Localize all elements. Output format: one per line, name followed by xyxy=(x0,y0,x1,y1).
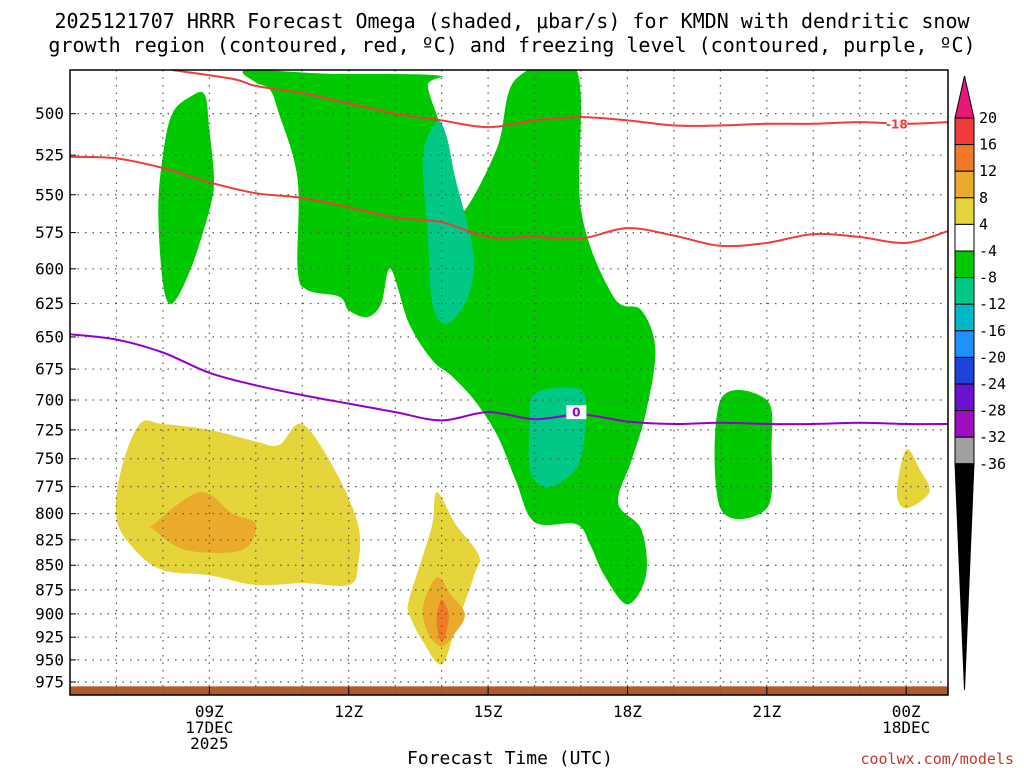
y-tick-label-600: 600 xyxy=(35,259,64,278)
dendritic-minus18-contour-label: -18 xyxy=(886,117,908,131)
dendritic-minus18-contour-label-bg xyxy=(886,116,907,131)
x-tick-label-9-0: 09Z xyxy=(195,702,224,721)
colorbar-swatch-5 xyxy=(954,250,975,279)
x-tick-label-9-2: 2025 xyxy=(190,734,229,753)
colorbar-swatch-6 xyxy=(954,277,975,305)
x-axis-label: Forecast Time (UTC) xyxy=(407,748,613,768)
colorbar-swatch-8 xyxy=(954,330,975,358)
colorbar-label-6: -8 xyxy=(979,269,997,287)
colorbar-swatch-10 xyxy=(954,383,975,412)
y-tick-label-550: 550 xyxy=(35,185,64,204)
y-tick-label-950: 950 xyxy=(35,650,64,669)
y-tick-label-800: 800 xyxy=(35,504,64,523)
y-tick-label-875: 875 xyxy=(35,580,64,599)
colorbar-label-2: 12 xyxy=(979,162,997,180)
colorbar-bottom-arrow xyxy=(954,463,975,691)
chart-title-line1: 2025121707 HRRR Forecast Omega (shaded, … xyxy=(54,9,970,33)
y-tick-label-975: 975 xyxy=(35,673,64,692)
pressure-axis: 500 525 550 575 600 625 650 675 700 725 750 775 800 8… xyxy=(35,104,76,692)
omega-12-to-16-center xyxy=(436,599,449,642)
freezing-level-contour-label-bg xyxy=(566,405,587,420)
colorbar-label-3: 8 xyxy=(979,189,988,207)
colorbar-label-8: -16 xyxy=(979,322,1006,340)
credit-text: coolwx.com/models xyxy=(860,750,1014,768)
x-tick-label-24-0: 00Z xyxy=(892,702,921,721)
freezing-level-contour-label: 0 xyxy=(572,406,580,420)
y-tick-label-825: 825 xyxy=(35,530,64,549)
colorbar-label-1: 16 xyxy=(979,136,997,154)
colorbar-label-0: 20 xyxy=(979,109,997,127)
colorbar-swatch-9 xyxy=(954,356,975,385)
y-tick-label-650: 650 xyxy=(35,327,64,346)
colorbar-label-11: -28 xyxy=(979,402,1006,420)
colorbar-swatch-7 xyxy=(954,303,975,332)
y-tick-label-575: 575 xyxy=(35,223,64,242)
y-tick-label-675: 675 xyxy=(35,360,64,379)
colorbar-label-12: -32 xyxy=(979,428,1006,446)
y-tick-label-700: 700 xyxy=(35,391,64,410)
y-tick-label-750: 750 xyxy=(35,449,64,468)
omega-neg4-to-neg8-west xyxy=(158,91,214,305)
y-tick-label-900: 900 xyxy=(35,604,64,623)
y-tick-label-725: 725 xyxy=(35,420,64,439)
colorbar-label-9: -20 xyxy=(979,348,1006,366)
ground-band xyxy=(70,686,948,695)
freezing-level-contour xyxy=(70,333,948,426)
y-tick-label-500: 500 xyxy=(35,104,64,123)
plot-frame xyxy=(69,69,949,696)
colorbar-top-arrow xyxy=(954,75,975,119)
colorbar-label-4: 4 xyxy=(979,215,988,233)
colorbar-swatch-3 xyxy=(954,197,975,225)
omega-8-to-12-west xyxy=(148,491,257,553)
omega-shaded-regions xyxy=(70,70,948,695)
temperature-contours: -18 0 xyxy=(70,70,948,426)
plot-area: -18 0 xyxy=(69,69,949,696)
colorbar-swatch-0 xyxy=(954,117,975,146)
x-tick-label-21-0: 21Z xyxy=(752,702,781,721)
y-tick-label-625: 625 xyxy=(35,294,64,313)
colorbar-label-7: -12 xyxy=(979,295,1006,313)
y-tick-label-850: 850 xyxy=(35,556,64,575)
x-tick-label-24-1: 18DEC xyxy=(882,718,930,737)
colorbar-label-10: -24 xyxy=(979,375,1006,393)
omega-neg4-to-neg8-east xyxy=(714,389,773,520)
omega-colorbar: 20 16 12 8 4 -4 -8 -12 -16 -20 -24 -28 -32 -36 xyxy=(954,75,1006,691)
colorbar-swatch-2 xyxy=(954,170,975,199)
colorbar-swatch-12 xyxy=(954,436,975,465)
omega-4-to-8-east xyxy=(896,449,930,509)
omega-neg8-to-neg12-upper xyxy=(422,121,475,324)
colorbar-label-13: -36 xyxy=(979,455,1006,473)
x-tick-label-18-0: 18Z xyxy=(613,702,642,721)
y-tick-label-925: 925 xyxy=(35,628,64,647)
x-tick-label-12-0: 12Z xyxy=(334,702,363,721)
x-tick-label-9-1: 17DEC xyxy=(185,718,233,737)
colorbar-label-5: -4 xyxy=(979,242,997,260)
colorbar-swatch-4 xyxy=(954,223,975,252)
chart-title-line2: growth region (contoured, red, ºC) and f… xyxy=(48,33,975,57)
colorbar-swatch-11 xyxy=(954,410,975,438)
y-tick-label-775: 775 xyxy=(35,477,64,496)
dendritic-minus18-contour xyxy=(172,70,948,129)
x-tick-label-15-0: 15Z xyxy=(474,702,503,721)
colorbar-swatch-1 xyxy=(954,144,975,172)
dendritic-minus12-contour xyxy=(70,155,948,248)
y-tick-label-525: 525 xyxy=(35,146,64,165)
